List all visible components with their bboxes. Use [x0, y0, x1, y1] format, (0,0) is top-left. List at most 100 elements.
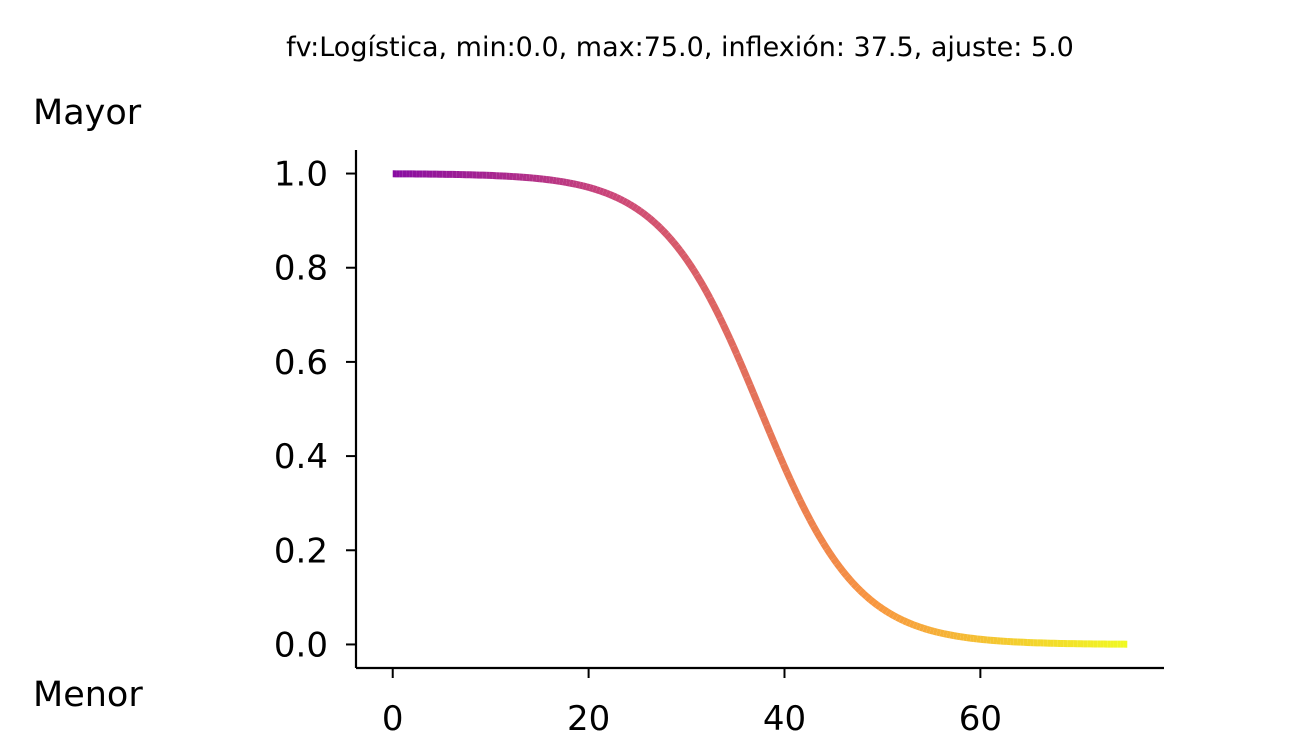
curve-segment	[723, 330, 734, 341]
axes: 0 20 40 60 0.0 0.2 0.4 0.6 0.8 1.0	[274, 150, 1164, 739]
curve-segment	[585, 183, 591, 192]
curve-segment	[861, 591, 870, 600]
curve-segment	[823, 546, 834, 556]
curve-segment	[680, 252, 690, 262]
curve-segment	[847, 577, 857, 587]
curve-segment	[565, 178, 571, 187]
curve-segment	[660, 228, 670, 237]
curve-segment	[803, 511, 814, 522]
curve-segment	[641, 210, 649, 219]
curve-segment	[867, 596, 876, 605]
curve-segment	[618, 195, 625, 204]
curve-segment	[598, 187, 605, 196]
curve-segment	[650, 218, 659, 227]
curve-segment	[677, 248, 687, 257]
curve-segment	[760, 415, 770, 427]
curve-segment	[614, 194, 622, 203]
curve-segment	[850, 581, 860, 590]
curve-segment	[716, 316, 727, 327]
curve-segment	[750, 391, 760, 403]
curve-segment	[796, 498, 807, 509]
curve-segment	[644, 213, 653, 222]
curve-segment	[637, 207, 646, 217]
label-high: Mayor	[33, 93, 142, 133]
y-tick-label: 0.2	[274, 531, 328, 571]
x-tick-label: 20	[567, 699, 610, 739]
curve-segment	[686, 262, 697, 272]
curve-segment	[693, 272, 703, 283]
y-tick-label: 0.4	[274, 437, 328, 477]
curve-segment	[922, 625, 928, 633]
curve-segment	[905, 618, 912, 627]
curve-segment	[690, 267, 700, 277]
curve-segment	[766, 431, 777, 443]
curve-segment	[891, 612, 899, 621]
curve-segment	[827, 551, 837, 561]
curve-segment	[939, 629, 945, 638]
curve-segment	[763, 423, 774, 435]
curve-segment	[559, 177, 564, 186]
curve-segment	[929, 626, 935, 635]
curve-segment	[885, 608, 893, 617]
curve-segment	[925, 626, 932, 634]
curve-segment	[575, 180, 581, 189]
curve-segment	[703, 290, 713, 300]
curve-segment	[813, 530, 824, 540]
curve-segment	[667, 235, 676, 245]
curve-segment	[800, 505, 810, 516]
curve-segment	[726, 337, 737, 348]
curve-segment	[663, 231, 673, 241]
curve-segment	[572, 180, 578, 188]
curve-segment	[773, 447, 784, 458]
curve-segment	[946, 630, 951, 639]
curve-segment	[624, 199, 632, 208]
curve-segment	[654, 221, 663, 231]
curve-segment	[932, 627, 938, 636]
curve-segment	[683, 257, 693, 267]
curve-segment	[840, 569, 850, 579]
curve-segment	[833, 561, 843, 570]
curve-segment	[810, 524, 820, 534]
curve-segment	[592, 185, 598, 193]
curve-segment	[881, 606, 889, 615]
curve-segment	[780, 462, 790, 474]
curve-segment	[743, 375, 754, 387]
curve-segment	[562, 178, 567, 186]
curve-segment	[895, 614, 902, 623]
y-tick-label: 1.0	[274, 155, 328, 195]
curve-segment	[595, 186, 601, 195]
curve-segment	[605, 189, 612, 198]
curve-segment	[857, 587, 866, 597]
curve-segment	[740, 367, 750, 379]
curve	[392, 170, 1128, 648]
curve-segment	[647, 215, 656, 224]
curve-segment	[864, 594, 873, 603]
chart-title: fv:Logística, min:0.0, max:75.0, inflexi…	[286, 32, 1074, 63]
curve-segment	[611, 192, 618, 201]
y-tick-label: 0.0	[274, 625, 328, 665]
curve-segment	[746, 383, 757, 395]
curve-segment	[770, 439, 780, 451]
curve-segment	[837, 565, 847, 575]
curve-segment	[898, 615, 906, 624]
curve-segment	[871, 599, 879, 608]
curve-segment	[733, 352, 744, 363]
curve-segment	[657, 224, 666, 234]
curve-segment	[942, 630, 948, 638]
curve-segment	[817, 535, 827, 546]
curve-segment	[631, 203, 639, 212]
curve-segment	[696, 278, 707, 288]
curve-segment	[608, 191, 615, 200]
curve-segment	[710, 302, 720, 313]
curve-segment	[588, 184, 595, 192]
x-tick-label: 40	[763, 699, 806, 739]
curve-segment	[949, 631, 955, 640]
curve-segment	[582, 182, 588, 191]
y-tick-label: 0.6	[274, 343, 328, 383]
curve-segment	[783, 470, 794, 481]
curve-segment	[756, 407, 767, 419]
curve-segment	[953, 632, 958, 640]
curve-segment	[902, 617, 909, 626]
label-low: Menor	[33, 675, 143, 715]
